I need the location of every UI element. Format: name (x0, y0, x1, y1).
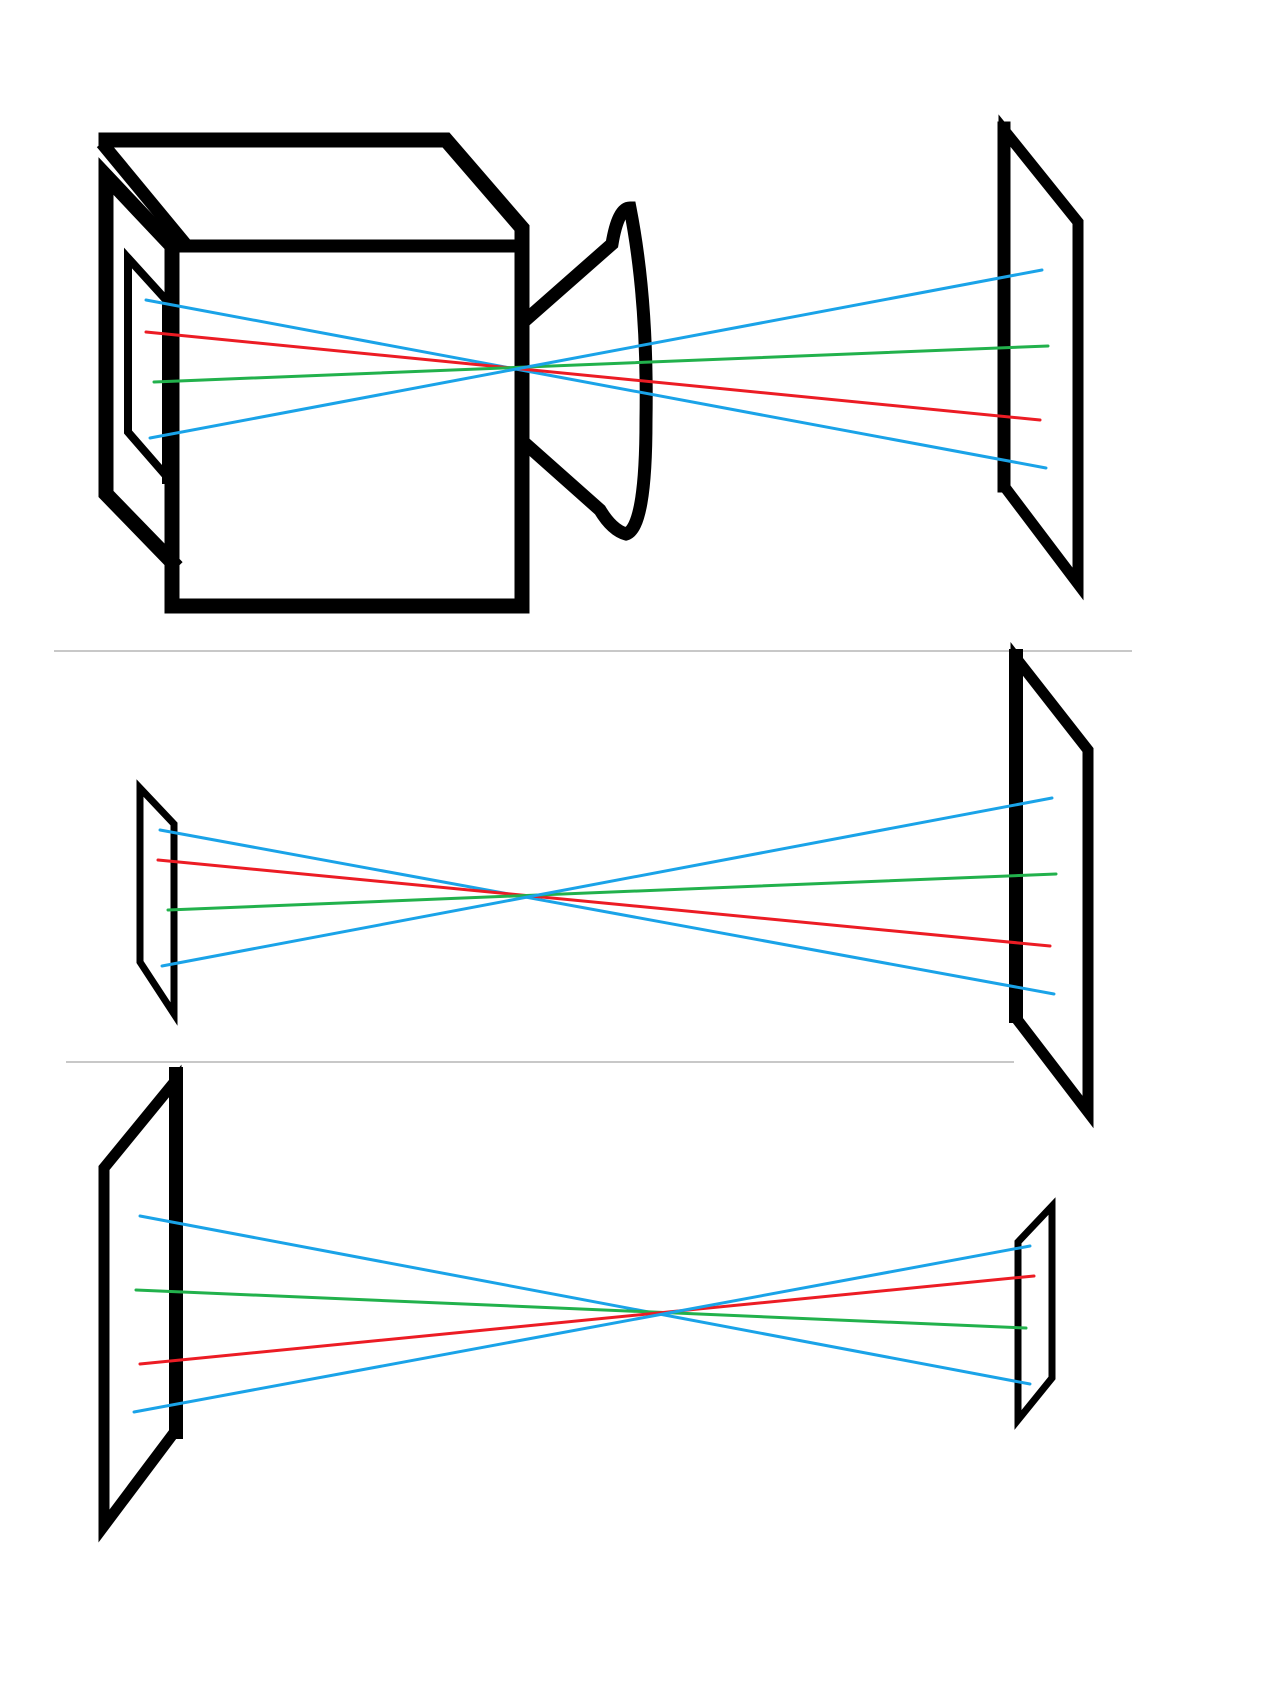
image-plane-small-left (136, 779, 178, 1026)
ray-blue-top (138, 1214, 1032, 1386)
ray-red (156, 858, 1052, 948)
ray-green (166, 872, 1058, 912)
ray-red (138, 1274, 1036, 1366)
ray-blue-bottom (132, 1244, 1032, 1414)
ray-green (152, 344, 1050, 384)
panel-large-to-small (98, 1064, 1056, 1543)
ray-blue-top (144, 298, 1048, 470)
panel-camera-projection (96, 114, 1084, 614)
ray-green (134, 1288, 1028, 1330)
projection-screen-right (998, 114, 1084, 601)
image-plane-small-right (1014, 1197, 1056, 1430)
ray-blue-bottom (160, 796, 1054, 968)
ray-blue-top (158, 828, 1056, 996)
image-plane-large-right (1010, 642, 1094, 1129)
ray-red (144, 330, 1042, 422)
image-plane-large-left (98, 1064, 182, 1543)
panel-small-to-large (136, 642, 1094, 1129)
lens-icon (518, 201, 653, 541)
ray-blue-bottom (148, 268, 1044, 440)
camera-body-outline (98, 132, 530, 614)
camera-top-edge (96, 138, 192, 250)
